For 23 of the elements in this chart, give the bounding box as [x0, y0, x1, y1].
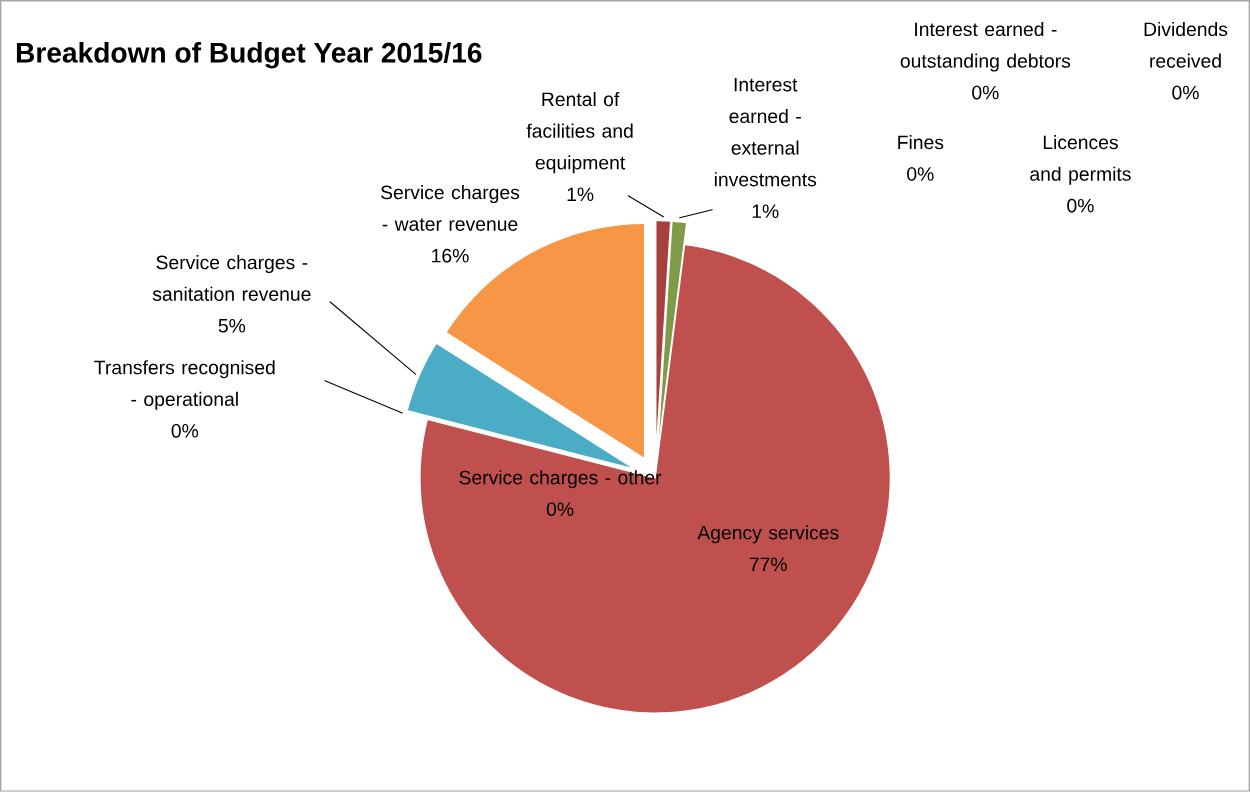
- category-label: Interest earned - outstanding debtors: [900, 22, 1071, 72]
- category-label: Licences and permits: [1030, 135, 1131, 185]
- data-label: 77%: [749, 557, 787, 572]
- slice-label: Interest earned - external investments: [714, 78, 817, 187]
- text: 0%: [972, 85, 999, 100]
- category-label: Transfers recognised - operational: [94, 360, 275, 410]
- text: 0%: [907, 167, 934, 181]
- category-label: Fines: [898, 135, 944, 150]
- text: 0%: [1067, 198, 1094, 213]
- data-label: 1%: [752, 204, 779, 219]
- slice-label: Rental of facilities and equipment: [526, 92, 633, 174]
- text: 0%: [546, 502, 574, 517]
- slice-label: Service charges - water revenue: [381, 185, 520, 231]
- data-label: 16%: [432, 248, 469, 263]
- slice-label: Agency services: [697, 525, 839, 544]
- category-label: Dividends received: [1144, 22, 1228, 68]
- chart-title: Breakdown of Budget Year 2015/16: [16, 42, 482, 69]
- data-label: 5%: [218, 319, 246, 333]
- data-label: 1%: [567, 187, 594, 202]
- slice-label: Service charges - sanitation revenue: [152, 255, 311, 302]
- text: 0%: [171, 424, 199, 438]
- text: 0%: [1172, 85, 1199, 100]
- category-label: Service charges - other: [459, 470, 662, 489]
